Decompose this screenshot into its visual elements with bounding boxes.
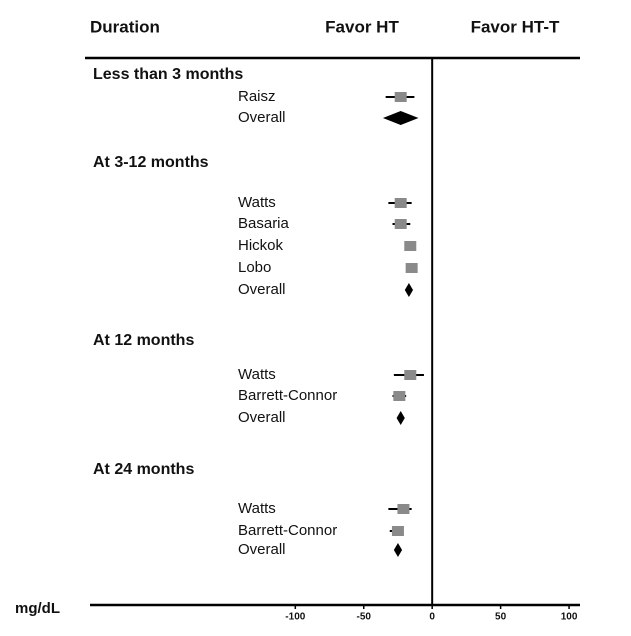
header: Favor HT-T — [471, 17, 560, 36]
study-label: Overall — [238, 409, 286, 426]
overall-diamond — [382, 111, 419, 125]
study-label: Lobo — [238, 259, 271, 276]
x-tick-label: 50 — [495, 612, 507, 623]
overall-diamond — [404, 283, 414, 297]
x-tick-label: 100 — [561, 612, 578, 623]
estimate-box — [391, 526, 404, 536]
study-label: Watts — [238, 366, 276, 383]
header: Duration — [90, 17, 160, 36]
study-label: Raisz — [238, 88, 276, 105]
estimate-box — [404, 241, 417, 251]
study-label: Basaria — [238, 215, 290, 232]
study-label: Overall — [238, 109, 286, 126]
estimate-box — [405, 263, 418, 273]
study-label: Watts — [238, 194, 276, 211]
group-label: At 12 months — [93, 332, 194, 349]
x-tick-label: -50 — [357, 612, 372, 623]
study-label: Overall — [238, 281, 286, 298]
group-label: At 24 months — [93, 461, 194, 478]
group-label: At 3-12 months — [93, 154, 209, 171]
estimate-box — [394, 219, 407, 229]
group-label: Less than 3 months — [93, 66, 243, 83]
study-label: Watts — [238, 500, 276, 517]
overall-diamond — [396, 411, 405, 425]
header: Favor HT — [325, 17, 399, 36]
study-label: Hickok — [238, 237, 284, 254]
x-axis-label: mg/dL — [15, 600, 60, 617]
x-tick-label: -100 — [285, 612, 305, 623]
estimate-box — [394, 92, 407, 102]
study-label: Barrett-Connor — [238, 522, 337, 539]
study-label: Overall — [238, 541, 286, 558]
study-label: Barrett-Connor — [238, 387, 337, 404]
estimate-box — [393, 391, 406, 401]
estimate-box — [404, 370, 417, 380]
x-tick-label: 0 — [429, 612, 435, 623]
estimate-box — [394, 198, 407, 208]
overall-diamond — [393, 543, 403, 557]
estimate-box — [397, 504, 410, 514]
